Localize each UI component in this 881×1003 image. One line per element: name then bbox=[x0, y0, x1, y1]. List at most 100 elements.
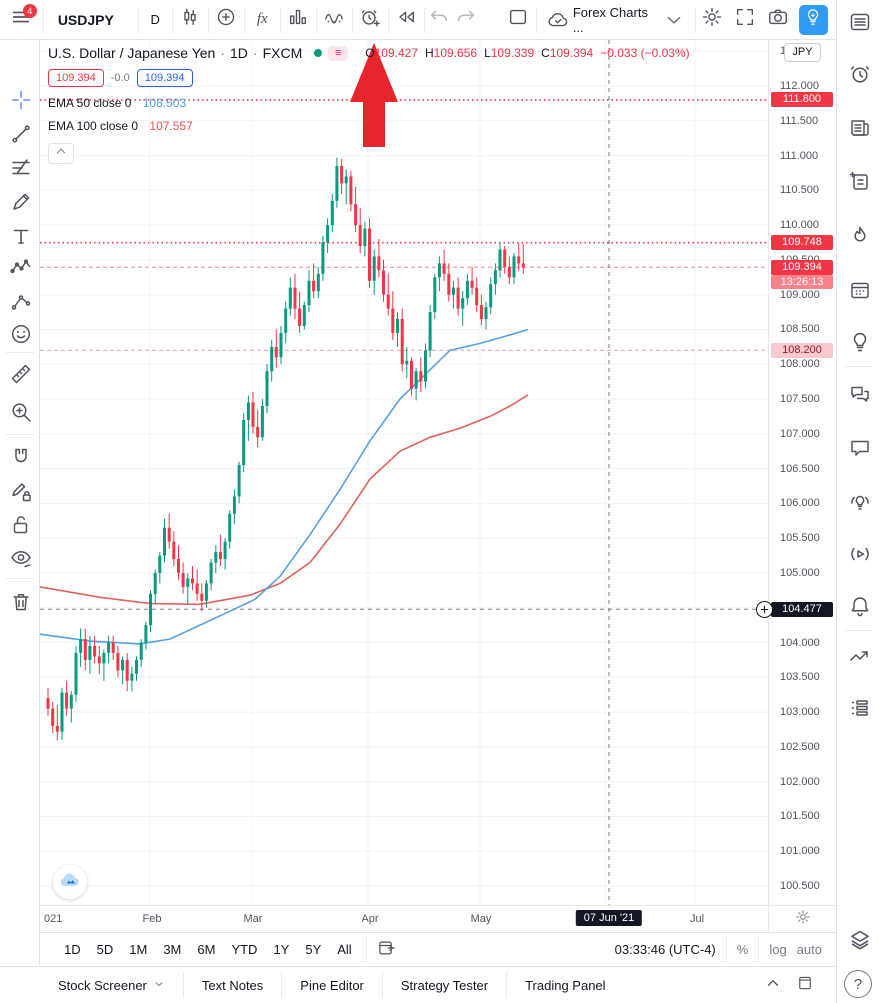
brush-tool-button[interactable] bbox=[9, 190, 33, 214]
layout-logo-button[interactable] bbox=[53, 865, 87, 899]
main-menu-button[interactable]: 4 bbox=[0, 0, 43, 40]
add-alert-plus-button[interactable] bbox=[756, 600, 773, 618]
candlestick-chart[interactable] bbox=[40, 40, 768, 905]
price-tick: 106.000 bbox=[780, 497, 820, 510]
expand-panel-button[interactable] bbox=[764, 974, 782, 997]
legend-interval[interactable]: 1D bbox=[230, 45, 248, 61]
crosshair-tool-button[interactable] bbox=[9, 88, 33, 112]
low-label: L bbox=[484, 46, 491, 60]
server-clock[interactable]: 03:33:46 (UTC-4) bbox=[614, 942, 716, 957]
tab-label: Pine Editor bbox=[300, 977, 364, 993]
trend-line-tool-button[interactable] bbox=[9, 122, 33, 146]
chevron-down-icon bbox=[153, 978, 165, 993]
range-1m[interactable]: 1M bbox=[129, 942, 148, 957]
percent-scale-button[interactable]: % bbox=[736, 942, 749, 957]
dom-button[interactable] bbox=[848, 696, 872, 720]
private-chat-button[interactable] bbox=[848, 436, 872, 460]
layout-select-button[interactable] bbox=[501, 0, 536, 40]
redo-icon bbox=[455, 6, 477, 33]
maximize-panel-button[interactable] bbox=[796, 974, 814, 997]
alerts-button[interactable] bbox=[848, 62, 872, 86]
ideas-button[interactable] bbox=[848, 330, 872, 354]
go-to-date-button[interactable] bbox=[377, 938, 397, 961]
high-value: 109.656 bbox=[433, 46, 478, 60]
zoom-in-button[interactable] bbox=[9, 400, 33, 424]
drawing-toolbar bbox=[0, 40, 40, 966]
indicators-button[interactable]: fx bbox=[245, 0, 280, 40]
alert-line-label: 111.800 bbox=[771, 92, 833, 108]
chart-settings-button[interactable] bbox=[696, 0, 729, 40]
legend-menu-button[interactable]: ≡ bbox=[328, 45, 349, 61]
sell-price-button[interactable]: 109.394 bbox=[48, 69, 104, 87]
gann-fib-tool-button[interactable] bbox=[9, 156, 33, 180]
time-axis[interactable]: 021 Feb Mar Apr May Jul 07 Jun '21 bbox=[40, 905, 768, 932]
range-1y[interactable]: 1Y bbox=[273, 942, 290, 957]
price-axis[interactable]: JPY 112.500112.000111.500111.000110.5001… bbox=[756, 40, 836, 905]
public-chats-button[interactable] bbox=[848, 382, 872, 406]
symbol-search-button[interactable]: USDJPY bbox=[57, 11, 114, 28]
tab-trading-panel[interactable]: Trading Panel bbox=[507, 967, 623, 1003]
buy-price-button[interactable]: 109.394 bbox=[136, 69, 193, 87]
watchlist-button[interactable] bbox=[848, 10, 872, 34]
magnet-mode-button[interactable] bbox=[9, 446, 33, 470]
object-tree-button[interactable] bbox=[848, 928, 872, 952]
range-1d[interactable]: 1D bbox=[64, 942, 81, 957]
text-tool-button[interactable] bbox=[9, 224, 33, 248]
saved-layout-button[interactable]: Forex Charts ... bbox=[537, 0, 695, 40]
help-button[interactable]: ? bbox=[844, 970, 872, 998]
order-panel-button[interactable] bbox=[848, 644, 872, 668]
news-button[interactable] bbox=[848, 116, 872, 140]
publish-idea-button[interactable] bbox=[798, 4, 828, 35]
auto-scale-button[interactable]: auto bbox=[796, 942, 822, 957]
log-scale-button[interactable]: log bbox=[769, 942, 787, 957]
range-5d[interactable]: 5D bbox=[96, 942, 114, 957]
indicator-row-ema100[interactable]: EMA 100 close 0 107.557 bbox=[48, 119, 690, 133]
indicator-templates-button[interactable] bbox=[281, 0, 316, 40]
bar-replay-button[interactable] bbox=[389, 0, 424, 40]
streams-button[interactable] bbox=[848, 542, 872, 566]
tab-strategy-tester[interactable]: Strategy Tester bbox=[383, 967, 506, 1003]
calendar-button[interactable] bbox=[848, 278, 872, 302]
stay-in-drawing-mode-button[interactable] bbox=[9, 480, 33, 504]
ideas-stream-button[interactable] bbox=[848, 490, 872, 514]
redo-button[interactable] bbox=[452, 0, 479, 40]
notifications-button[interactable] bbox=[848, 594, 872, 618]
tab-pine-editor[interactable]: Pine Editor bbox=[282, 967, 382, 1003]
tab-label: Stock Screener bbox=[58, 977, 147, 993]
lock-drawings-button[interactable] bbox=[9, 513, 33, 537]
range-3m[interactable]: 3M bbox=[163, 942, 182, 957]
hotlists-button[interactable] bbox=[848, 224, 872, 248]
candlestick-icon bbox=[179, 6, 201, 33]
currency-toggle-button[interactable]: JPY bbox=[784, 43, 821, 62]
emoji-tool-button[interactable] bbox=[9, 322, 33, 346]
divider bbox=[725, 936, 727, 963]
snapshot-button[interactable] bbox=[762, 0, 795, 40]
range-6m[interactable]: 6M bbox=[197, 942, 216, 957]
interval-button[interactable]: D bbox=[150, 12, 160, 27]
hide-drawings-button[interactable] bbox=[9, 546, 33, 570]
tab-stock-screener[interactable]: Stock Screener bbox=[40, 967, 183, 1003]
chart-style-button[interactable] bbox=[173, 0, 208, 40]
range-5y[interactable]: 5Y bbox=[305, 942, 322, 957]
chart-patterns-button[interactable] bbox=[317, 0, 352, 40]
compare-button[interactable] bbox=[209, 0, 244, 40]
axis-settings-button[interactable] bbox=[768, 905, 836, 932]
legend-collapse-button[interactable] bbox=[48, 143, 74, 164]
chart-pane[interactable] bbox=[40, 40, 768, 905]
tab-text-notes[interactable]: Text Notes bbox=[184, 967, 281, 1003]
range-all[interactable]: All bbox=[337, 942, 352, 957]
legend-exchange[interactable]: FXCM bbox=[262, 45, 303, 61]
pattern-tool-button[interactable] bbox=[9, 256, 33, 280]
fullscreen-button[interactable] bbox=[729, 0, 762, 40]
undo-button[interactable] bbox=[425, 0, 452, 40]
forecast-tool-button[interactable] bbox=[9, 290, 33, 314]
range-ytd[interactable]: YTD bbox=[231, 942, 258, 957]
remove-drawings-button[interactable] bbox=[9, 590, 33, 614]
text-notes-button[interactable] bbox=[848, 170, 872, 194]
symbol-description[interactable]: U.S. Dollar / Japanese Yen bbox=[48, 45, 216, 61]
indicator-row-ema50[interactable]: EMA 50 close 0 108.503 bbox=[48, 96, 690, 110]
measure-tool-button[interactable] bbox=[9, 362, 33, 386]
time-tick: Feb bbox=[142, 913, 162, 925]
create-alert-button[interactable] bbox=[353, 0, 388, 40]
divider bbox=[182, 972, 184, 998]
